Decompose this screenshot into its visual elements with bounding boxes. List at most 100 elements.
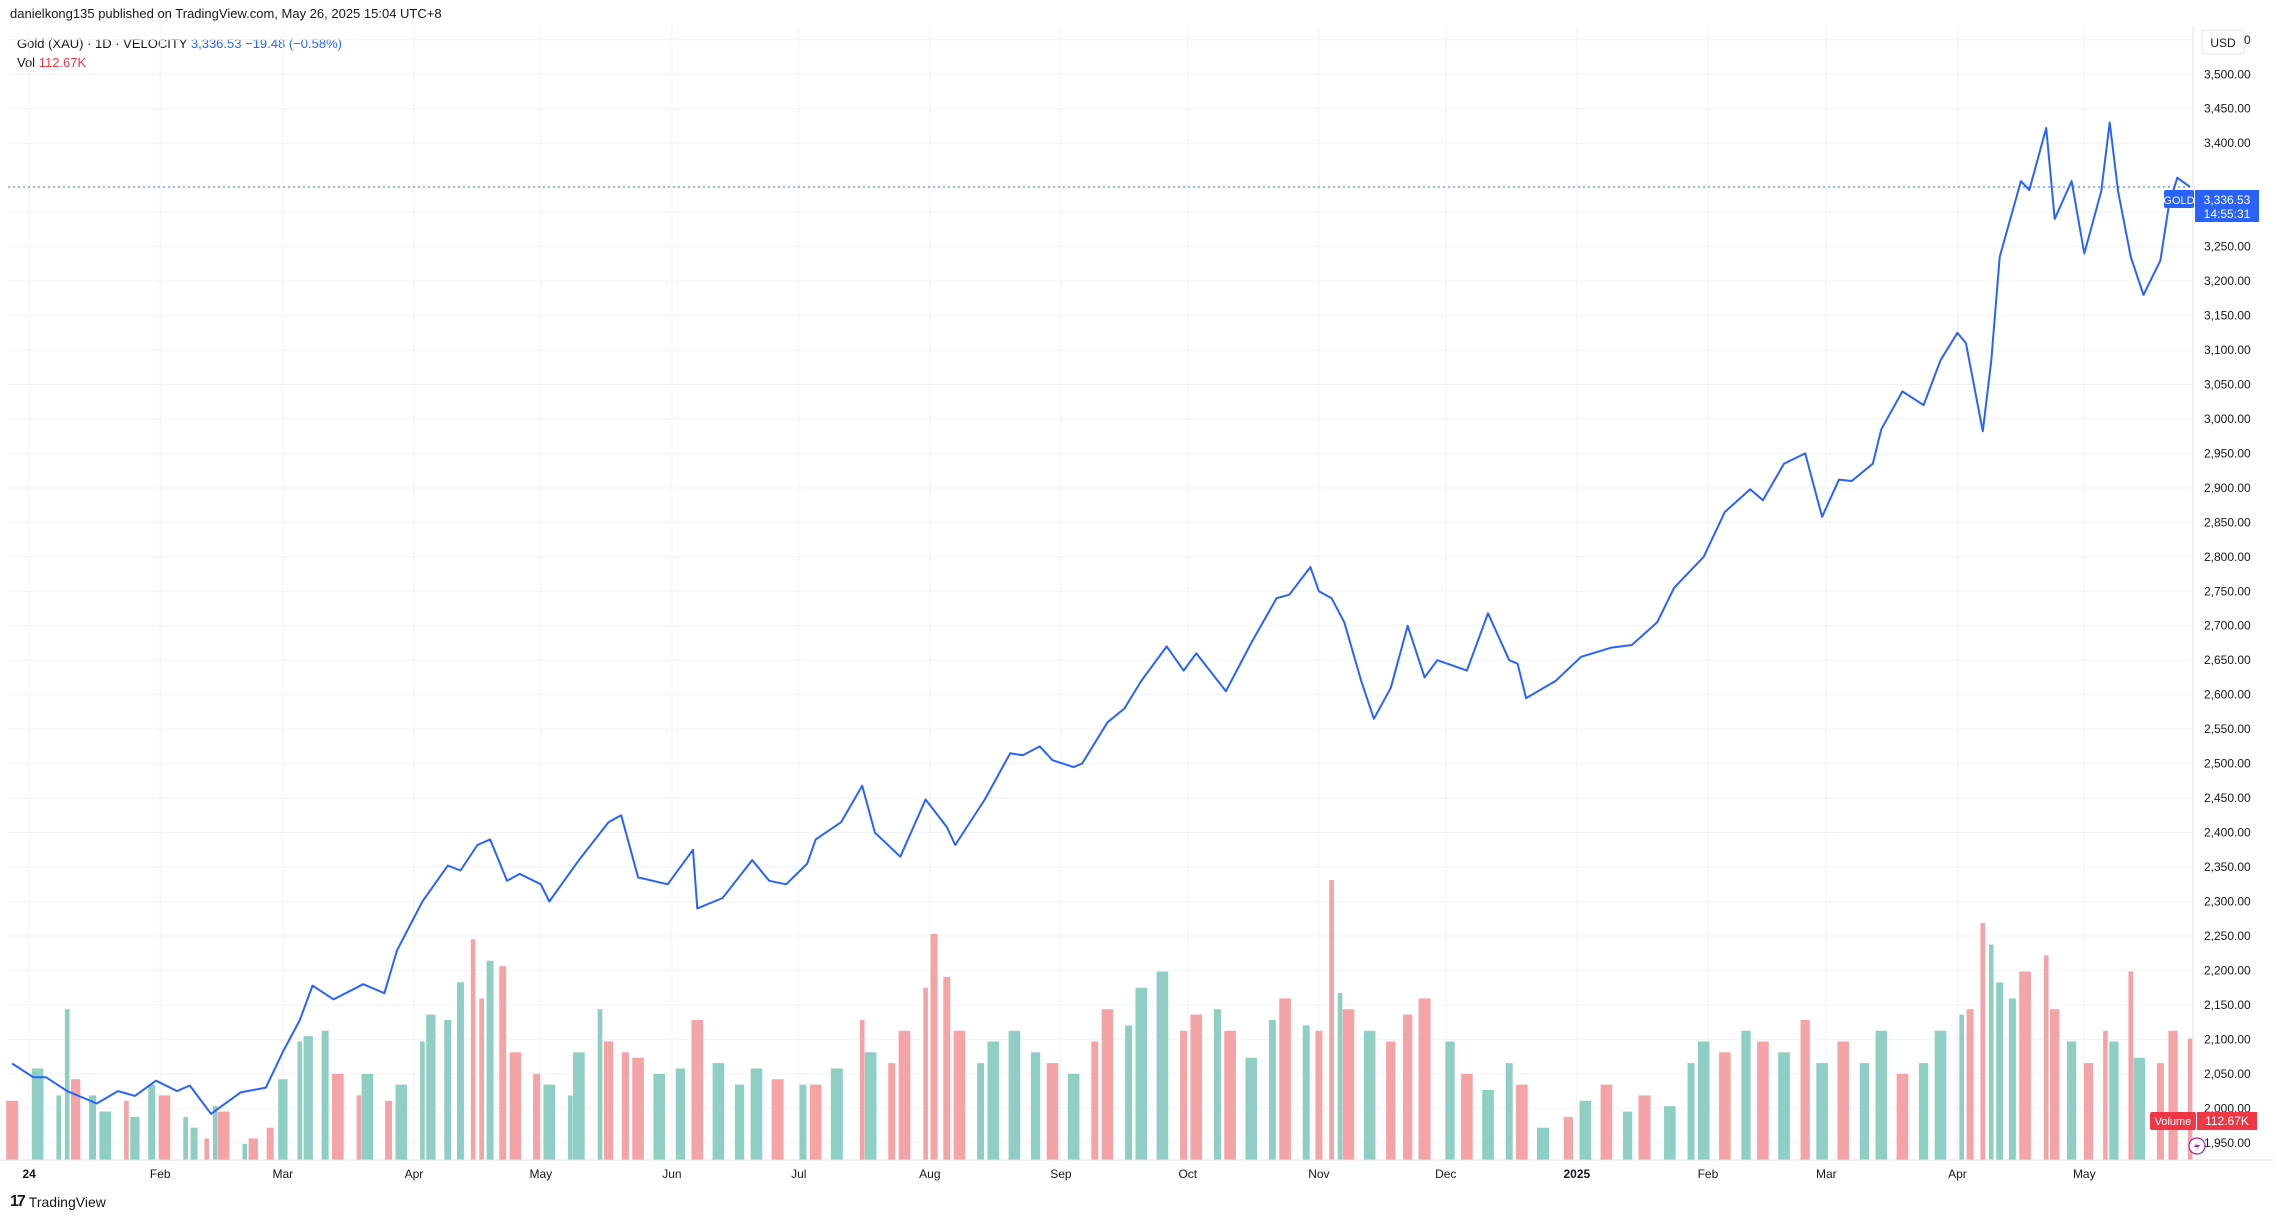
x-tick-label: Mar [1816, 1167, 1837, 1181]
volume-bar [1337, 993, 1343, 1160]
volume-bar [361, 1073, 374, 1160]
volume-bar [2019, 971, 2031, 1160]
volume-bar [6, 1100, 19, 1160]
volume-bar [830, 1068, 843, 1160]
volume-bar [1363, 1030, 1376, 1160]
volume-bar [1329, 880, 1334, 1160]
volume-bar [923, 987, 928, 1160]
volume-bar [499, 966, 507, 1160]
volume-bar [204, 1138, 210, 1160]
volume-bar [653, 1073, 666, 1160]
volume-bar [1067, 1073, 1080, 1160]
volume-bar [1719, 1052, 1731, 1160]
tradingview-footer[interactable]: 17 TradingView [10, 1193, 106, 1211]
lightning-icon[interactable] [2188, 1137, 2206, 1155]
volume-bar [1213, 1009, 1221, 1160]
volume-bar [479, 998, 484, 1160]
volume-bar [2050, 1009, 2060, 1160]
volume-bar [470, 939, 476, 1160]
x-tick-label: May [529, 1167, 552, 1181]
volume-bar [1386, 1041, 1396, 1160]
y-tick-label: 3,150.00 [2204, 309, 2251, 323]
y-tick-label: 2,000.00 [2204, 1101, 2251, 1115]
volume-bar [543, 1084, 556, 1160]
x-tick-label: Aug [919, 1167, 940, 1181]
volume-bar [632, 1057, 644, 1160]
volume-bar [1638, 1095, 1651, 1160]
price-tag-countdown: 14:55:31 [2204, 207, 2251, 221]
volume-bar [1800, 1020, 1810, 1160]
volume-bar [486, 960, 494, 1160]
volume-bar [1980, 923, 1986, 1160]
x-tick-label: Oct [1178, 1167, 1197, 1181]
y-tick-label: 2,500.00 [2204, 757, 2251, 771]
legend-vol-label: Vol [17, 55, 36, 70]
volume-bar [31, 1068, 44, 1160]
legend-volume-row[interactable]: Vol 112.67K [17, 53, 342, 72]
volume-bar [444, 1020, 452, 1160]
volume-bar [1268, 1020, 1276, 1160]
x-tick-label: Feb [1698, 1167, 1719, 1181]
price-series-line [11, 121, 2191, 1115]
y-tick-label: 2,300.00 [2204, 894, 2251, 908]
volume-bar [1445, 1041, 1455, 1160]
publish-header: danielkong135 published on TradingView.c… [10, 6, 442, 21]
y-tick-label: 2,900.00 [2204, 481, 2251, 495]
y-tick-label: 2,950.00 [2204, 446, 2251, 460]
volume-bar [99, 1111, 112, 1160]
volume-bar [242, 1143, 248, 1160]
volume-bar [1934, 1030, 1947, 1160]
volume-bar [124, 1100, 129, 1160]
volume-bar [1664, 1106, 1676, 1160]
y-tick-label: 1,950.00 [2204, 1136, 2251, 1150]
tradingview-brand: TradingView [28, 1194, 106, 1210]
volume-bar [675, 1068, 686, 1160]
volume-bar [888, 1063, 896, 1160]
volume-bar [1988, 944, 1994, 1160]
volume-bar [1757, 1041, 1769, 1160]
volume-bar [1008, 1030, 1021, 1160]
volume-bar [1125, 1025, 1133, 1160]
volume-bar [621, 1052, 629, 1160]
volume-bar [1966, 1009, 1974, 1160]
volume-bar [864, 1052, 877, 1160]
publish-info: danielkong135 published on TradingView.c… [10, 6, 442, 21]
time-axis[interactable]: 24 Feb Mar Apr May Jun Jul Aug Sep Oct Nov Dec 2025 F… [22, 1167, 2095, 1181]
y-tick-label: 2,650.00 [2204, 653, 2251, 667]
volume-bar [2133, 1057, 2146, 1160]
volume-bar [1482, 1090, 1494, 1160]
x-tick-label: May [2073, 1167, 2096, 1181]
x-tick-label: Feb [150, 1167, 171, 1181]
y-tick-label: 2,350.00 [2204, 860, 2251, 874]
volume-bar [1461, 1073, 1473, 1160]
volume-bar [1101, 1009, 1114, 1160]
currency-button[interactable]: USD [2201, 29, 2245, 55]
volume-bar [420, 1041, 425, 1160]
y-tick-label: 2,050.00 [2204, 1067, 2251, 1081]
x-tick-label: 24 [22, 1167, 36, 1181]
y-tick-label: 2,800.00 [2204, 550, 2251, 564]
volume-tag-label: Volume [2155, 1116, 2192, 1128]
volume-bar [597, 1009, 603, 1160]
y-tick-label: 2,550.00 [2204, 722, 2251, 736]
price-tag-symbol: GOLD [2163, 195, 2194, 207]
price-axis[interactable]: 1,950.00 2,000.00 2,050.00 2,100.00 2,150.00… [2204, 33, 2251, 1150]
y-tick-label: 2,600.00 [2204, 688, 2251, 702]
volume-bar [2043, 955, 2049, 1160]
volume-bar [1156, 971, 1169, 1160]
y-tick-label: 2,150.00 [2204, 998, 2251, 1012]
x-tick-label: Jul [791, 1167, 806, 1181]
volume-bar [1224, 1030, 1236, 1160]
volume-bar [1030, 1052, 1041, 1160]
volume-bar [1837, 1041, 1850, 1160]
currency-label: USD [2210, 36, 2236, 50]
volume-bar [1741, 1030, 1751, 1160]
y-tick-label: 2,450.00 [2204, 791, 2251, 805]
x-tick-label: Apr [405, 1167, 424, 1181]
volume-tag: Volume 112.67K [2150, 1112, 2257, 1130]
volume-bar [1516, 1084, 1528, 1160]
y-tick-label: 2,750.00 [2204, 584, 2251, 598]
volume-bar [2066, 1041, 2077, 1160]
volume-bar [356, 1095, 362, 1160]
